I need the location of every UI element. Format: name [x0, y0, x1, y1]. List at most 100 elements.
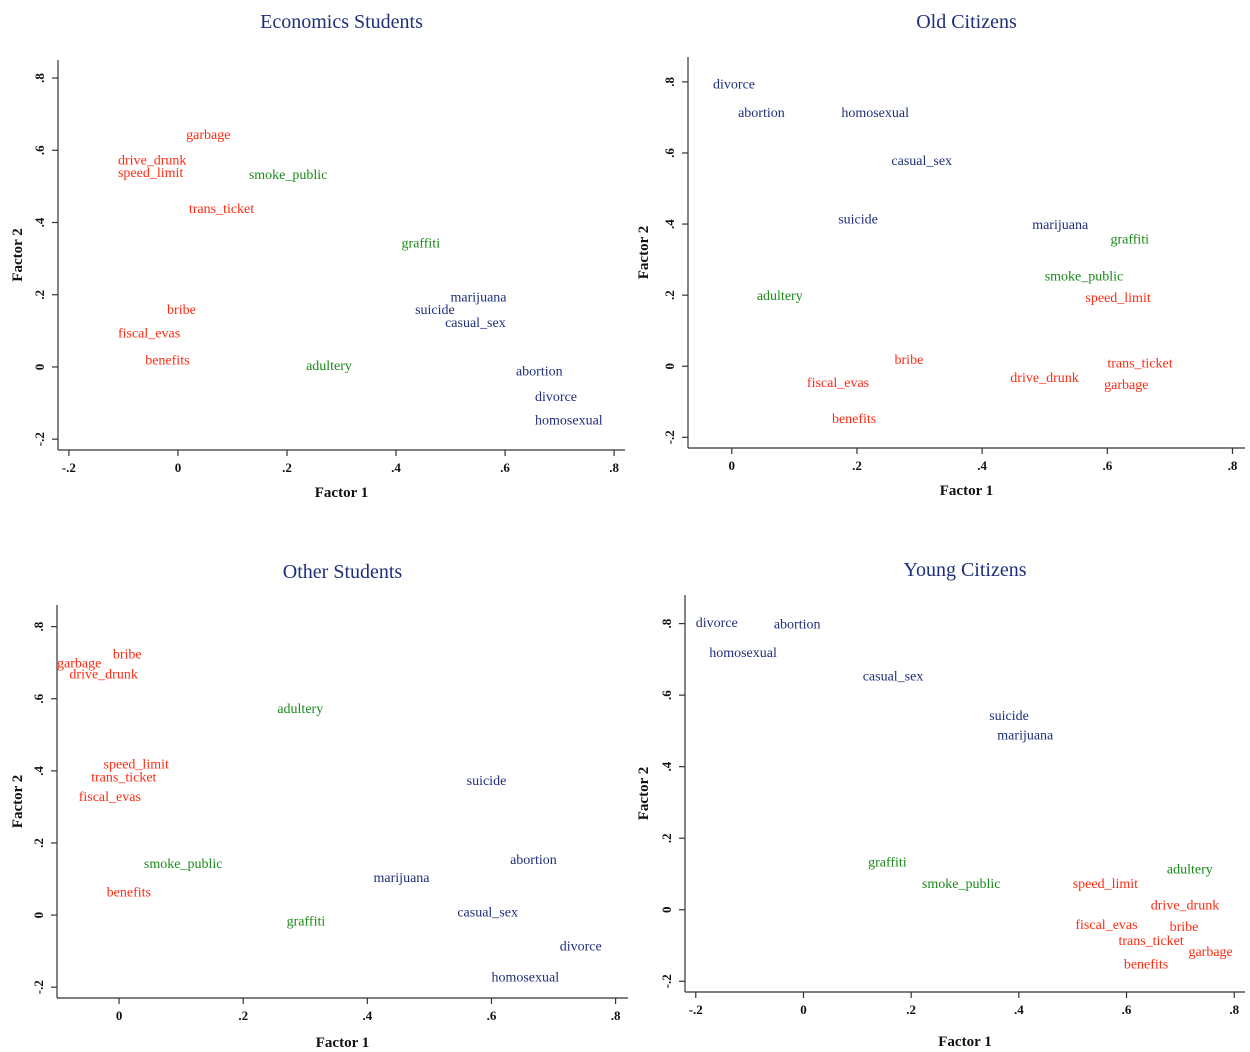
point-label-trans-ticket: trans_ticket — [91, 770, 156, 785]
point-label-abortion: abortion — [516, 365, 563, 380]
x-tick-label: .2 — [906, 1002, 916, 1017]
point-label-bribe: bribe — [895, 353, 924, 368]
x-tick-label: .4 — [977, 458, 987, 473]
x-axis-title: Factor 1 — [315, 485, 368, 501]
point-label-speed-limit: speed_limit — [1073, 877, 1138, 892]
y-tick-label: .4 — [31, 765, 46, 775]
point-label-homosexual: homosexual — [841, 106, 909, 121]
point-label-trans-ticket: trans_ticket — [1118, 934, 1183, 949]
point-label-drive-drunk: drive_drunk — [69, 668, 137, 683]
point-label-casual-sex: casual_sex — [891, 154, 952, 169]
point-label-homosexual: homosexual — [535, 413, 603, 428]
point-label-benefits: benefits — [832, 412, 876, 427]
y-tick-label: .2 — [659, 833, 674, 843]
y-tick-label: 0 — [659, 906, 674, 913]
y-tick-label: 0 — [31, 912, 46, 919]
point-label-abortion: abortion — [738, 106, 785, 121]
x-tick-label: .2 — [238, 1008, 248, 1023]
point-label-garbage: garbage — [186, 128, 230, 143]
x-tick-label: -.2 — [62, 460, 76, 475]
y-tick-label: .2 — [32, 290, 47, 300]
point-label-adultery: adultery — [306, 359, 352, 374]
y-tick-label: -.2 — [662, 430, 677, 444]
y-tick-label: .8 — [31, 621, 46, 631]
point-label-graffiti: graffiti — [287, 914, 326, 929]
y-tick-label: .6 — [659, 690, 674, 700]
x-tick-label: .4 — [362, 1008, 372, 1023]
y-tick-label: -.2 — [31, 980, 46, 994]
point-label-bribe: bribe — [113, 648, 142, 663]
point-label-casual-sex: casual_sex — [457, 905, 518, 920]
point-label-fiscal-evas: fiscal_evas — [79, 790, 141, 805]
point-label-graffiti: graffiti — [1110, 232, 1149, 247]
x-tick-label: 0 — [175, 460, 182, 475]
point-label-suicide: suicide — [467, 774, 507, 789]
y-tick-label: .8 — [32, 73, 47, 83]
point-label-divorce: divorce — [696, 616, 738, 631]
y-axis-title: Factor 2 — [10, 228, 26, 281]
point-label-graffiti: graffiti — [868, 855, 907, 870]
x-tick-label: .8 — [1228, 458, 1238, 473]
panel-2: Old Citizens 0 .2 .4 .6 .8 -.2 0 .2 .4 .6 .8 Factor … — [636, 11, 1245, 499]
chart-title: Young Citizens — [904, 559, 1027, 581]
point-label-marijuana: marijuana — [997, 728, 1054, 743]
x-tick-label: .2 — [852, 458, 862, 473]
panel-3: Other Students 0 .2 .4 .6 .8 -.2 0 .2 .4 .6 .8 Facto… — [10, 561, 628, 1051]
x-tick-label: -.2 — [689, 1002, 703, 1017]
y-tick-label: .2 — [31, 838, 46, 848]
x-tick-label: 0 — [800, 1002, 807, 1017]
point-label-drive-drunk: drive_drunk — [1151, 898, 1219, 913]
point-label-garbage: garbage — [1188, 945, 1232, 960]
x-tick-label: .8 — [1229, 1002, 1239, 1017]
point-label-divorce: divorce — [713, 78, 755, 93]
point-label-graffiti: graffiti — [401, 236, 440, 251]
point-label-benefits: benefits — [107, 886, 151, 901]
point-label-drive-drunk: drive_drunk — [1010, 371, 1078, 386]
y-tick-label: 0 — [662, 363, 677, 370]
x-tick-label: .4 — [391, 460, 401, 475]
point-label-abortion: abortion — [510, 853, 557, 868]
x-axis-title: Factor 1 — [940, 483, 993, 499]
y-tick-label: .8 — [659, 618, 674, 628]
y-tick-label: .4 — [659, 761, 674, 771]
point-label-fiscal-evas: fiscal_evas — [807, 376, 869, 391]
y-tick-label: .6 — [662, 148, 677, 158]
point-label-marijuana: marijuana — [1032, 218, 1089, 233]
y-tick-label: .6 — [31, 693, 46, 703]
point-label-divorce: divorce — [535, 390, 577, 405]
point-label-speed-limit: speed_limit — [104, 758, 169, 773]
point-label-smoke-public: smoke_public — [249, 168, 328, 183]
point-label-bribe: bribe — [167, 303, 196, 318]
y-axis-title: Factor 2 — [636, 226, 652, 279]
x-tick-label: 0 — [729, 458, 736, 473]
point-label-smoke-public: smoke_public — [922, 877, 1001, 892]
point-label-trans-ticket: trans_ticket — [189, 202, 254, 217]
y-tick-label: .8 — [662, 77, 677, 87]
x-tick-label: .6 — [500, 460, 510, 475]
panel-1: Economics Students -.2 0 .2 .4 .6 .8 -.2 0 .2 .4 .6… — [10, 11, 625, 501]
point-label-suicide: suicide — [989, 709, 1029, 724]
y-tick-label: .2 — [662, 290, 677, 300]
chart-title: Economics Students — [260, 11, 423, 33]
point-label-adultery: adultery — [757, 289, 803, 304]
chart-title: Old Citizens — [916, 11, 1017, 33]
point-label-casual-sex: casual_sex — [863, 669, 924, 684]
y-tick-label: .4 — [662, 219, 677, 229]
point-label-benefits: benefits — [1124, 957, 1168, 972]
y-axis-title: Factor 2 — [636, 767, 652, 820]
point-label-trans-ticket: trans_ticket — [1107, 357, 1172, 372]
point-label-benefits: benefits — [145, 354, 189, 369]
y-tick-label: .6 — [32, 145, 47, 155]
point-label-marijuana: marijuana — [451, 291, 508, 306]
point-label-garbage: garbage — [57, 657, 101, 672]
point-label-suicide: suicide — [415, 303, 455, 318]
x-axis-title: Factor 1 — [316, 1035, 369, 1051]
point-label-homosexual: homosexual — [491, 970, 559, 985]
y-axis-title: Factor 2 — [10, 775, 26, 828]
x-tick-label: .2 — [282, 460, 292, 475]
point-label-fiscal-evas: fiscal_evas — [118, 327, 180, 342]
point-label-adultery: adultery — [1167, 863, 1213, 878]
x-axis-title: Factor 1 — [938, 1034, 991, 1050]
point-label-speed-limit: speed_limit — [1085, 291, 1150, 306]
